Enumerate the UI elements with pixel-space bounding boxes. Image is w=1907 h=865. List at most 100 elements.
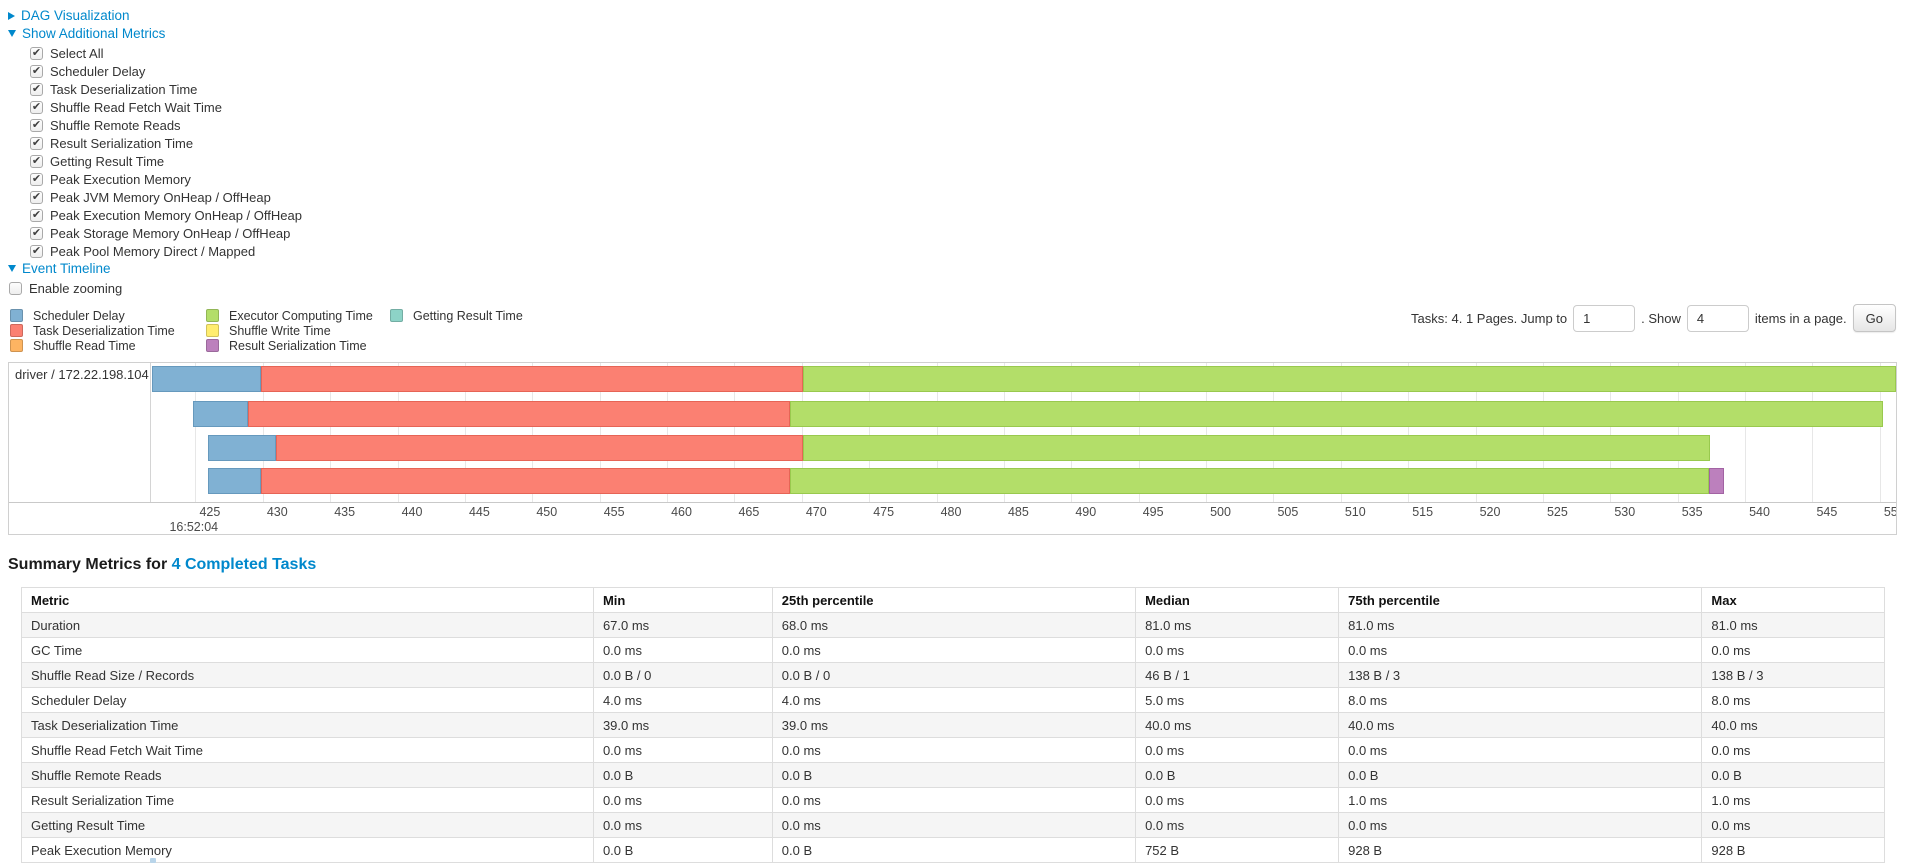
column-header: Min	[592, 587, 773, 613]
metric-checkbox-label: Task Deserialization Time	[50, 81, 198, 97]
metric-checkbox[interactable]: ✔	[30, 190, 43, 204]
tick-label: 450	[536, 505, 558, 519]
timeline-gridline	[262, 363, 264, 502]
event-timeline-chart[interactable]: driver / 172.22.198.104 425 16:52:04 430 43…	[8, 362, 1897, 535]
metric-checkbox-row: ✔ Scheduler Delay	[30, 62, 1897, 80]
tick-label: 430	[266, 505, 288, 519]
timeline-legend: Scheduler Delay Task Deserialization Time…	[10, 309, 523, 354]
table-row: Peak Execution Memory 0.0 B 0.0 B 752 B 928 …	[21, 837, 1885, 863]
value-cell: 0.0 ms	[771, 812, 1137, 838]
timeline-task-bar[interactable]	[151, 468, 1896, 494]
scheduler-delay-segment[interactable]	[192, 401, 248, 427]
metric-checkbox[interactable]: ✔	[30, 136, 43, 150]
metric-checkbox[interactable]: ✔	[30, 172, 43, 186]
tick-label: 470	[805, 505, 827, 519]
timeline-gridline	[936, 363, 938, 502]
task-deserialization-swatch-icon	[10, 324, 23, 337]
task-deserialization-segment[interactable]	[261, 366, 804, 392]
value-cell: 40.0 ms	[1338, 712, 1703, 738]
pagination-suffix: items in a page.	[1754, 310, 1847, 326]
value-cell: 0.0 B / 0	[592, 662, 773, 688]
tasks-pagination: Tasks: 4. 1 Pages. Jump to . Show items …	[1411, 304, 1897, 332]
value-cell: 5.0 ms	[1135, 687, 1340, 713]
tick-label: 530	[1614, 505, 1636, 519]
timeline-gridline	[1071, 363, 1073, 502]
metric-checkbox-row: ✔ Result Serialization Time	[30, 134, 1897, 152]
enable-zooming-checkbox[interactable]	[9, 281, 22, 295]
metric-checkbox[interactable]: ✔	[30, 208, 43, 222]
timeline-gridline	[1138, 363, 1140, 502]
metric-cell: Shuffle Read Fetch Wait Time	[21, 737, 594, 763]
metric-checkbox-row: ✔ Select All	[30, 44, 1897, 62]
value-cell: 138 B / 3	[1338, 662, 1703, 688]
metric-checkbox[interactable]: ✔	[30, 118, 43, 132]
legend-label: Getting Result Time	[413, 308, 523, 323]
show-additional-metrics-row: Show Additional Metrics	[8, 26, 1897, 41]
metric-checkbox-label: Peak JVM Memory OnHeap / OffHeap	[50, 189, 271, 205]
timeline-task-bar[interactable]	[151, 401, 1896, 427]
tick-label: 510	[1344, 505, 1366, 519]
result-serialization-swatch-icon	[206, 339, 219, 352]
executor-computing-segment[interactable]	[789, 468, 1709, 494]
show-additional-metrics-link[interactable]: Show Additional Metrics	[8, 26, 165, 41]
metric-checkbox-row: ✔ Getting Result Time	[30, 152, 1897, 170]
table-row: Shuffle Remote Reads 0.0 B 0.0 B 0.0 B 0.0 B…	[21, 762, 1885, 788]
enable-zooming-row: Enable zooming	[9, 279, 1897, 297]
completed-tasks-link[interactable]: 4 Completed Tasks	[171, 556, 317, 573]
show-additional-metrics-label: Show Additional Metrics	[22, 26, 166, 41]
result-serialization-segment[interactable]	[1708, 468, 1724, 494]
value-cell: 0.0 ms	[1701, 737, 1885, 763]
task-deserialization-segment[interactable]	[261, 468, 790, 494]
tick-label: 475	[873, 505, 895, 519]
scheduler-delay-segment[interactable]	[152, 366, 262, 392]
tick-label: 485	[1007, 505, 1029, 519]
metric-cell: Peak Execution Memory	[21, 837, 594, 863]
executor-computing-segment[interactable]	[789, 401, 1883, 427]
timeline-gridline	[1340, 363, 1342, 502]
value-cell: 68.0 ms	[771, 612, 1137, 638]
legend-label: Shuffle Read Time	[33, 338, 136, 353]
tick-label: 460	[671, 505, 692, 519]
task-deserialization-segment[interactable]	[248, 401, 790, 427]
value-cell: 0.0 B / 0	[771, 662, 1137, 688]
metric-checkbox[interactable]: ✔	[30, 244, 43, 258]
go-button[interactable]: Go	[1852, 304, 1896, 332]
scheduler-delay-segment[interactable]	[207, 468, 262, 494]
value-cell: 0.0 ms	[592, 637, 773, 663]
timeline-gridline	[1003, 363, 1005, 502]
timeline-task-bar[interactable]	[151, 435, 1896, 461]
pagination-prefix: Tasks: 4. 1 Pages. Jump to	[1411, 310, 1568, 326]
metric-checkbox[interactable]: ✔	[30, 64, 43, 78]
event-timeline-link[interactable]: Event Timeline	[8, 261, 111, 276]
metric-checkbox-label: Peak Execution Memory OnHeap / OffHeap	[50, 207, 302, 223]
show-count-input[interactable]	[1686, 304, 1749, 332]
metric-checkbox[interactable]: ✔	[30, 226, 43, 240]
metric-cell: Getting Result Time	[21, 812, 594, 838]
enable-zooming-label: Enable zooming	[29, 280, 123, 296]
dag-visualization-link[interactable]: DAG Visualization	[8, 8, 130, 23]
task-deserialization-segment[interactable]	[276, 435, 804, 461]
value-cell: 0.0 ms	[1338, 737, 1703, 763]
metric-checkbox[interactable]: ✔	[30, 100, 43, 114]
timeline-task-bar[interactable]	[151, 366, 1896, 392]
expanded-arrow-icon	[8, 265, 16, 272]
value-cell: 0.0 ms	[771, 787, 1137, 813]
timeline-group-label: driver / 172.22.198.104	[9, 363, 151, 534]
metric-checkbox-label: Peak Pool Memory Direct / Mapped	[50, 243, 256, 259]
dag-visualization-label: DAG Visualization	[21, 8, 130, 23]
value-cell: 928 B	[1338, 837, 1703, 863]
tick-label: 490	[1075, 505, 1097, 519]
summary-metrics-table: Metric Min 25th percentile Median 75th perce…	[21, 587, 1885, 863]
metric-checkbox[interactable]: ✔	[30, 82, 43, 96]
jump-to-input[interactable]	[1573, 304, 1636, 332]
value-cell: 0.0 B	[1701, 762, 1885, 788]
value-cell: 0.0 B	[771, 837, 1137, 863]
executor-computing-segment[interactable]	[803, 435, 1711, 461]
value-cell: 40.0 ms	[1135, 712, 1340, 738]
metric-checkbox[interactable]: ✔	[30, 154, 43, 168]
scheduler-delay-segment[interactable]	[207, 435, 277, 461]
executor-computing-segment[interactable]	[803, 366, 1896, 392]
metric-checkbox-row: ✔ Shuffle Remote Reads	[30, 116, 1897, 134]
event-timeline-label: Event Timeline	[22, 261, 111, 276]
metric-checkbox[interactable]: ✔	[30, 46, 43, 60]
